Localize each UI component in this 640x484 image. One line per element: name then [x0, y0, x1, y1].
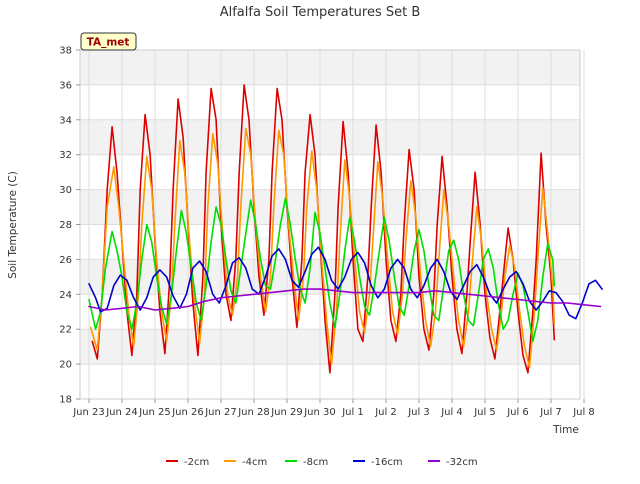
legend-label: -8cm — [303, 457, 328, 468]
x-tick-label: Jun 29 — [270, 407, 303, 418]
x-tick-label: Jul 6 — [506, 407, 529, 418]
x-tick-label: Jul 2 — [374, 407, 397, 418]
x-tick-label: Jun 30 — [303, 407, 336, 418]
legend-item: -16cm — [353, 457, 403, 468]
legend-item: -8cm — [285, 457, 328, 468]
badge-box — [80, 32, 137, 51]
series-lines — [88, 84, 603, 374]
series-line-4cm — [89, 127, 556, 369]
chart-title: Alfalfa Soil Temperatures Set B — [220, 5, 421, 20]
x-tick-label: Jun 24 — [105, 407, 138, 418]
plot-band — [80, 189, 580, 225]
x-tick-label: Jun 27 — [204, 407, 237, 418]
y-axis: 18 20 22 24 26 28 30 32 34 36 38 — [59, 46, 80, 406]
plot-band — [80, 50, 580, 85]
y-tick-label: 30 — [59, 185, 72, 196]
legend-label: -2cm — [184, 457, 209, 468]
legend-label: -16cm — [371, 457, 403, 468]
legend-item: -32cm — [428, 457, 478, 468]
legend: -2cm -4cm -8cm -16cm -32cm — [166, 457, 478, 468]
badge: TA_met — [80, 32, 137, 51]
y-tick-label: 18 — [59, 395, 72, 406]
x-tick-label: Jun 23 — [72, 407, 105, 418]
y-tick-label: 38 — [59, 46, 72, 57]
x-tick-label: Jul 4 — [440, 407, 463, 418]
y-tick-label: 28 — [59, 220, 72, 231]
y-tick-label: 36 — [59, 80, 72, 91]
series-line-2cm — [91, 84, 556, 374]
x-tick-label: Jul 1 — [341, 407, 364, 418]
x-tick-label: Jul 8 — [572, 407, 595, 418]
x-tick-label: Jul 3 — [407, 407, 430, 418]
x-tick-label: Jun 26 — [171, 407, 204, 418]
legend-item: -4cm — [224, 457, 267, 468]
y-tick-label: 24 — [59, 290, 72, 301]
legend-item: -2cm — [166, 457, 209, 468]
y-tick-label: 20 — [59, 360, 72, 371]
x-tick-label: Jul 7 — [539, 407, 562, 418]
x-axis: Jun 23 Jun 24 Jun 25 Jun 26 Jun 27 Jun 28 Jun … — [72, 399, 595, 418]
y-tick-label: 22 — [59, 325, 72, 336]
legend-label: -4cm — [242, 457, 267, 468]
y-tick-label: 34 — [59, 115, 72, 126]
x-axis-label: Time — [552, 424, 579, 436]
x-tick-label: Jul 5 — [473, 407, 496, 418]
y-axis-label: Soil Temperature (C) — [7, 171, 19, 279]
x-tick-label: Jun 25 — [138, 407, 171, 418]
legend-label: -32cm — [446, 457, 478, 468]
x-tick-label: Jun 28 — [237, 407, 270, 418]
y-tick-label: 32 — [59, 150, 72, 161]
plot-band — [80, 119, 580, 155]
y-tick-label: 26 — [59, 255, 72, 266]
series-line-32cm — [88, 288, 602, 311]
series-line-8cm — [88, 197, 556, 343]
badge-label: TA_met — [87, 37, 130, 49]
series-line-16cm — [88, 246, 603, 320]
